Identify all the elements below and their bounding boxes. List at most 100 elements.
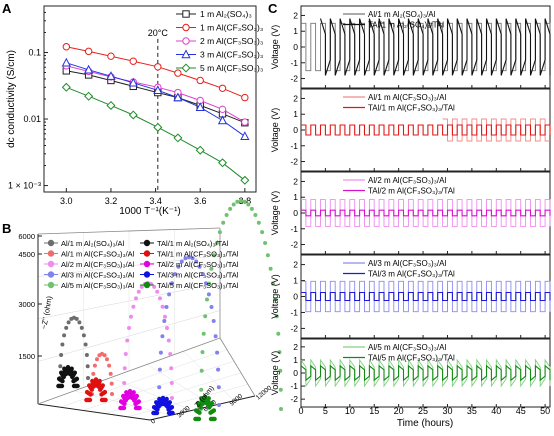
legend-label: Al/1 m Al(CF₃SO₃)₃/Al (61, 250, 135, 259)
data-point-diamond (173, 133, 183, 143)
nyquist-point (157, 385, 162, 390)
nyquist-point (92, 363, 97, 368)
voltage-subplot: -2 -1 0 1 2 Voltage (V) Al/1 m Al₂(SO₄)₃/Al TAl… (270, 5, 551, 89)
legend-marker (47, 250, 55, 257)
data-point-triangle (240, 131, 250, 140)
nyquist-point (77, 320, 82, 325)
legend-label: Al/1 m Al₂(SO₄)₃/Al (61, 239, 125, 248)
y-tick-label: 1 (293, 26, 298, 36)
panel-a-y-tick-label: 0.1 (28, 48, 41, 58)
legend-label: Al/3 m Al(CF₃SO₃)₃/Al (368, 259, 446, 268)
panel-letter-a: A (2, 1, 12, 16)
x-tick-label: 30 (442, 406, 452, 416)
data-point-circle (196, 76, 204, 85)
legend-marker (47, 281, 55, 289)
x-tick-label: 25 (418, 406, 428, 416)
data-point-diamond (195, 145, 205, 155)
y-tick-label: -1 (290, 58, 298, 68)
y-tick-label: -2 (290, 157, 298, 167)
nyquist-point (164, 305, 169, 309)
nyquist-point (173, 272, 178, 277)
data-point-circle (154, 63, 162, 71)
panel-a-x-axis-label: 1000 T⁻¹(K⁻¹) (119, 206, 181, 217)
legend-label: TAl/1 m Al(CF₃SO₃)₃/TAl (157, 250, 239, 259)
legend-marker (47, 271, 55, 278)
data-point-triangle (106, 71, 116, 80)
nyquist-point (216, 367, 221, 372)
y-tick-label: 1 (293, 276, 298, 286)
legend-label: Al/5 m Al(CF₃SO₃)₃/Al (368, 343, 446, 352)
y-tick-label: -1 (290, 307, 298, 317)
nyquist-point (100, 383, 106, 388)
data-point-diamond (84, 91, 94, 101)
nyquist-point (118, 399, 124, 404)
nyquist-point (199, 387, 204, 392)
panel-b-x-tick-label: 9000 (229, 393, 245, 408)
nyquist-point (194, 259, 199, 264)
nyquist-point (85, 364, 90, 369)
data-point-circle (218, 84, 227, 92)
nyquist-point (242, 199, 247, 204)
y-tick-label: -2 (290, 74, 298, 84)
nyquist-point (277, 350, 282, 355)
nyquist-point (270, 281, 275, 286)
legend-label: Al/1 m Al₂(SO₄)₃/Al (368, 10, 436, 19)
legend-label: TAl/5 m Al(CF₃SO₃)₃/TAl (368, 354, 455, 363)
legend-label: Al/3 m Al(CF₃SO₃)₃/Al (61, 271, 135, 280)
y-tick-label: -2 (290, 394, 298, 404)
nyquist-point (136, 289, 141, 294)
nyquist-point (105, 357, 109, 362)
nyquist-point (83, 342, 88, 347)
nyquist-point (249, 206, 254, 211)
panel-c-chart: -2 -1 0 1 2 Voltage (V) Al/1 m Al₂(SO₄)₃/Al TAl… (270, 5, 551, 429)
panel-c-x-axis-label: Time (hours) (397, 418, 453, 429)
nyquist-point (166, 338, 171, 343)
y-tick-label: 1 (293, 109, 298, 119)
nyquist-point (123, 352, 128, 356)
nyquist-point (87, 383, 92, 388)
x-tick-label: 50 (540, 406, 550, 416)
panel-b-x-axis (37, 403, 151, 421)
voltage-trace (301, 199, 551, 227)
y-tick-label: 2 (293, 93, 298, 103)
nyquist-point (212, 253, 217, 258)
panel-letter-b: B (2, 221, 11, 236)
nyquist-point (162, 319, 167, 323)
data-point-circle (182, 23, 190, 32)
nyquist-point (81, 333, 86, 338)
panel-b-legend: Al/1 m Al₂(SO₄)₃/Al Al/1 m Al(CF₃SO₃)₃/Al… (44, 239, 239, 290)
nyquist-point (239, 199, 243, 203)
nyquist-point (200, 272, 205, 277)
y-tick-label: 0 (293, 42, 298, 52)
panel-b-x-tick-label: 3000 (176, 405, 192, 420)
voltage-trace (301, 124, 551, 136)
nyquist-point (193, 416, 198, 422)
nyquist-point (154, 400, 159, 405)
legend-label: 1 m Al₂(SO₄)₃ (200, 9, 252, 19)
nyquist-point (246, 202, 251, 207)
panel-b-z-tick-label: 4500 (18, 250, 35, 259)
data-point-triangle (153, 85, 163, 95)
data-point-diamond (61, 82, 71, 92)
nyquist-point (183, 256, 188, 261)
nyquist-point (56, 376, 62, 381)
nyquist-point (215, 350, 220, 355)
nyquist-point (214, 241, 219, 245)
legend-marker (143, 250, 151, 257)
legend-label: TAl/3 m Al(CF₃SO₃)₃/TAl (157, 271, 239, 280)
data-point-circle (107, 52, 115, 60)
nyquist-point (59, 370, 64, 375)
nyquist-point (206, 292, 211, 297)
nyquist-point (62, 333, 67, 338)
nyquist-point (163, 314, 167, 319)
nyquist-point (62, 366, 67, 371)
y-tick-label: 2 (293, 176, 298, 186)
nyquist-point (79, 325, 84, 330)
nyquist-point (217, 230, 222, 235)
nyquist-point (276, 331, 281, 336)
nyquist-point (58, 364, 63, 369)
nyquist-point (72, 370, 78, 375)
nyquist-point (278, 387, 283, 392)
nyquist-point (64, 325, 69, 330)
panel-b-chart: 1500300045006000030006000900012000 Al/1 … (18, 199, 283, 426)
